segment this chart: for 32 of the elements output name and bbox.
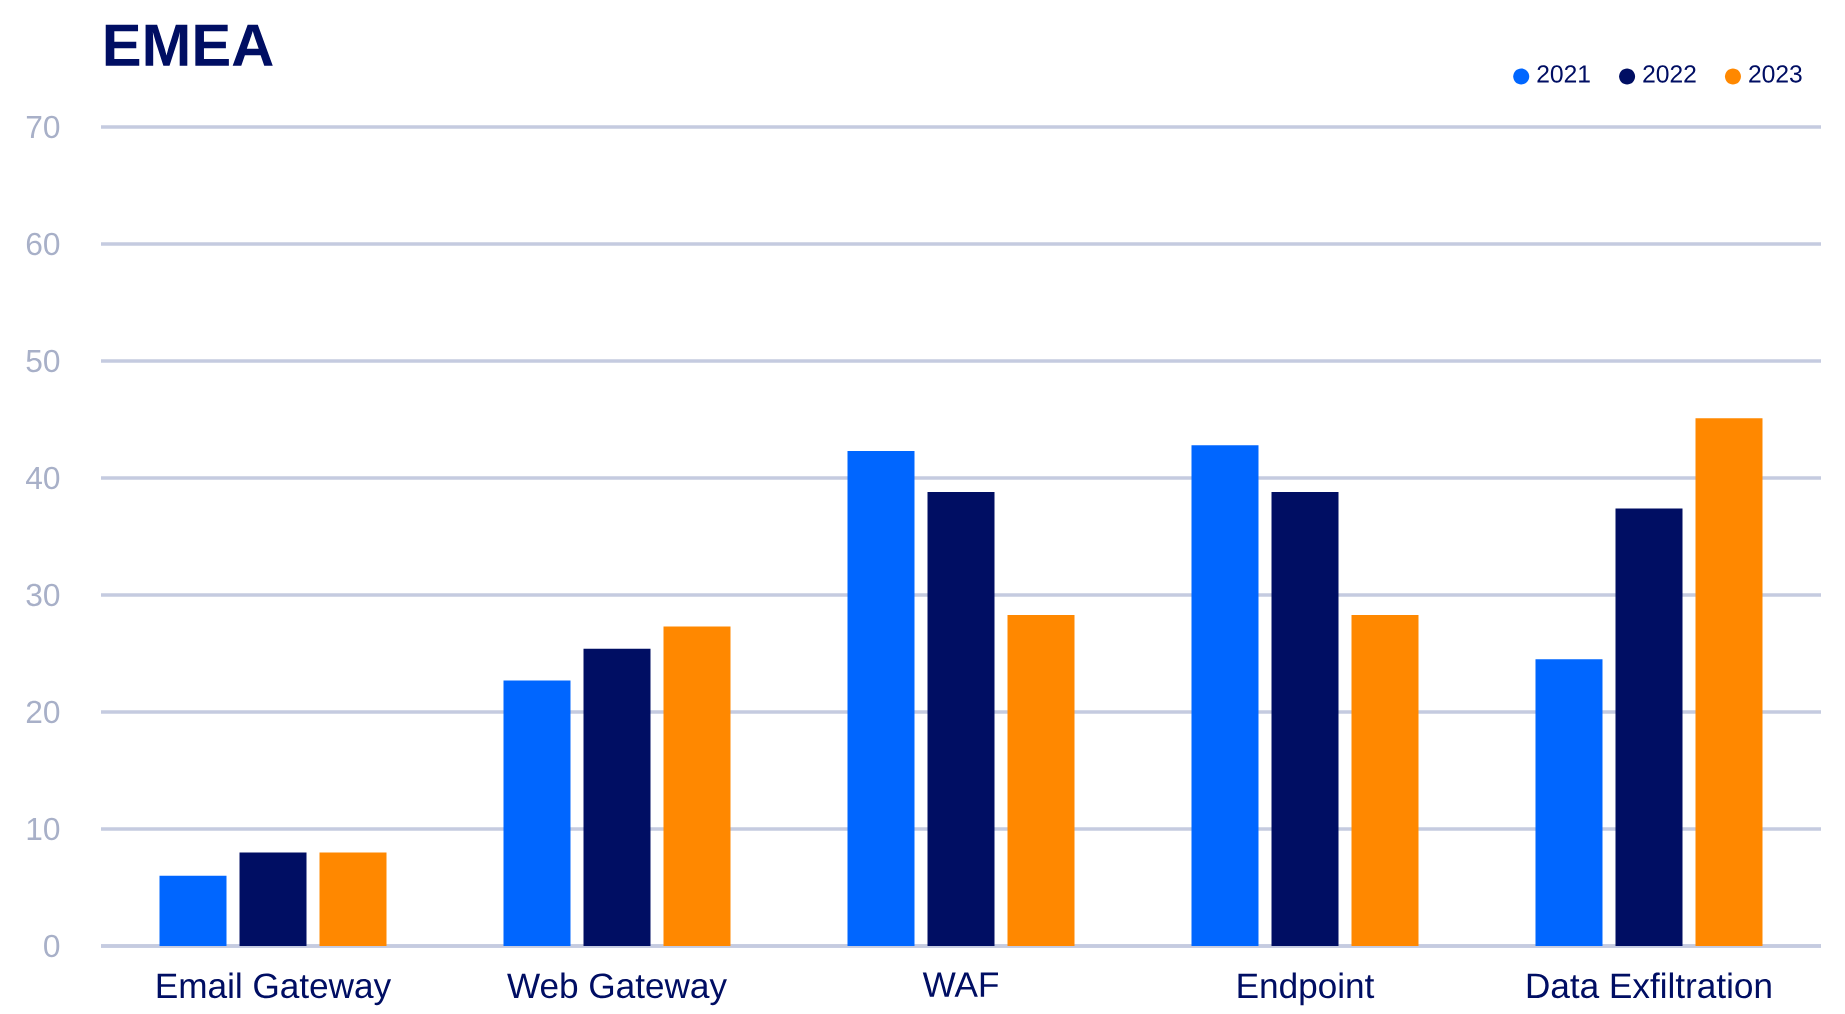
- y-tick-label: 20: [26, 700, 60, 724]
- bar: [503, 680, 571, 946]
- x-tick-label: WAF: [922, 972, 998, 997]
- bar: [1191, 445, 1259, 946]
- bar: [663, 626, 731, 946]
- legend-label: 2022: [1643, 65, 1696, 83]
- bar: [1351, 614, 1419, 946]
- chart-title: EMEA: [105, 24, 273, 66]
- bar: [1695, 418, 1763, 946]
- y-tick-label: 40: [26, 466, 60, 490]
- legend-label: 2023: [1749, 65, 1802, 83]
- y-tick-label: 70: [26, 115, 60, 139]
- bar: [583, 648, 651, 946]
- x-tick-label: Web Gateway: [507, 972, 727, 1006]
- y-tick-label: 10: [27, 817, 60, 841]
- y-tick-label: 30: [26, 583, 60, 607]
- y-tick-label: 60: [26, 232, 60, 256]
- bar: [927, 492, 995, 946]
- y-tick-label: 50: [26, 349, 60, 373]
- bar: [1535, 659, 1603, 946]
- bar: [1615, 508, 1683, 946]
- bar: [159, 875, 227, 946]
- x-tick-label: Email Gateway: [157, 972, 392, 1006]
- bar: [319, 852, 387, 946]
- bar: [1007, 614, 1075, 946]
- bar: [847, 451, 915, 946]
- x-tick-label: Endpoint: [1238, 972, 1375, 1006]
- legend-label: 2021: [1537, 65, 1590, 83]
- bar: [1271, 492, 1339, 946]
- x-tick-label: Data Exfiltration: [1527, 972, 1771, 999]
- bar: [239, 852, 307, 946]
- y-tick-label: 0: [44, 934, 60, 958]
